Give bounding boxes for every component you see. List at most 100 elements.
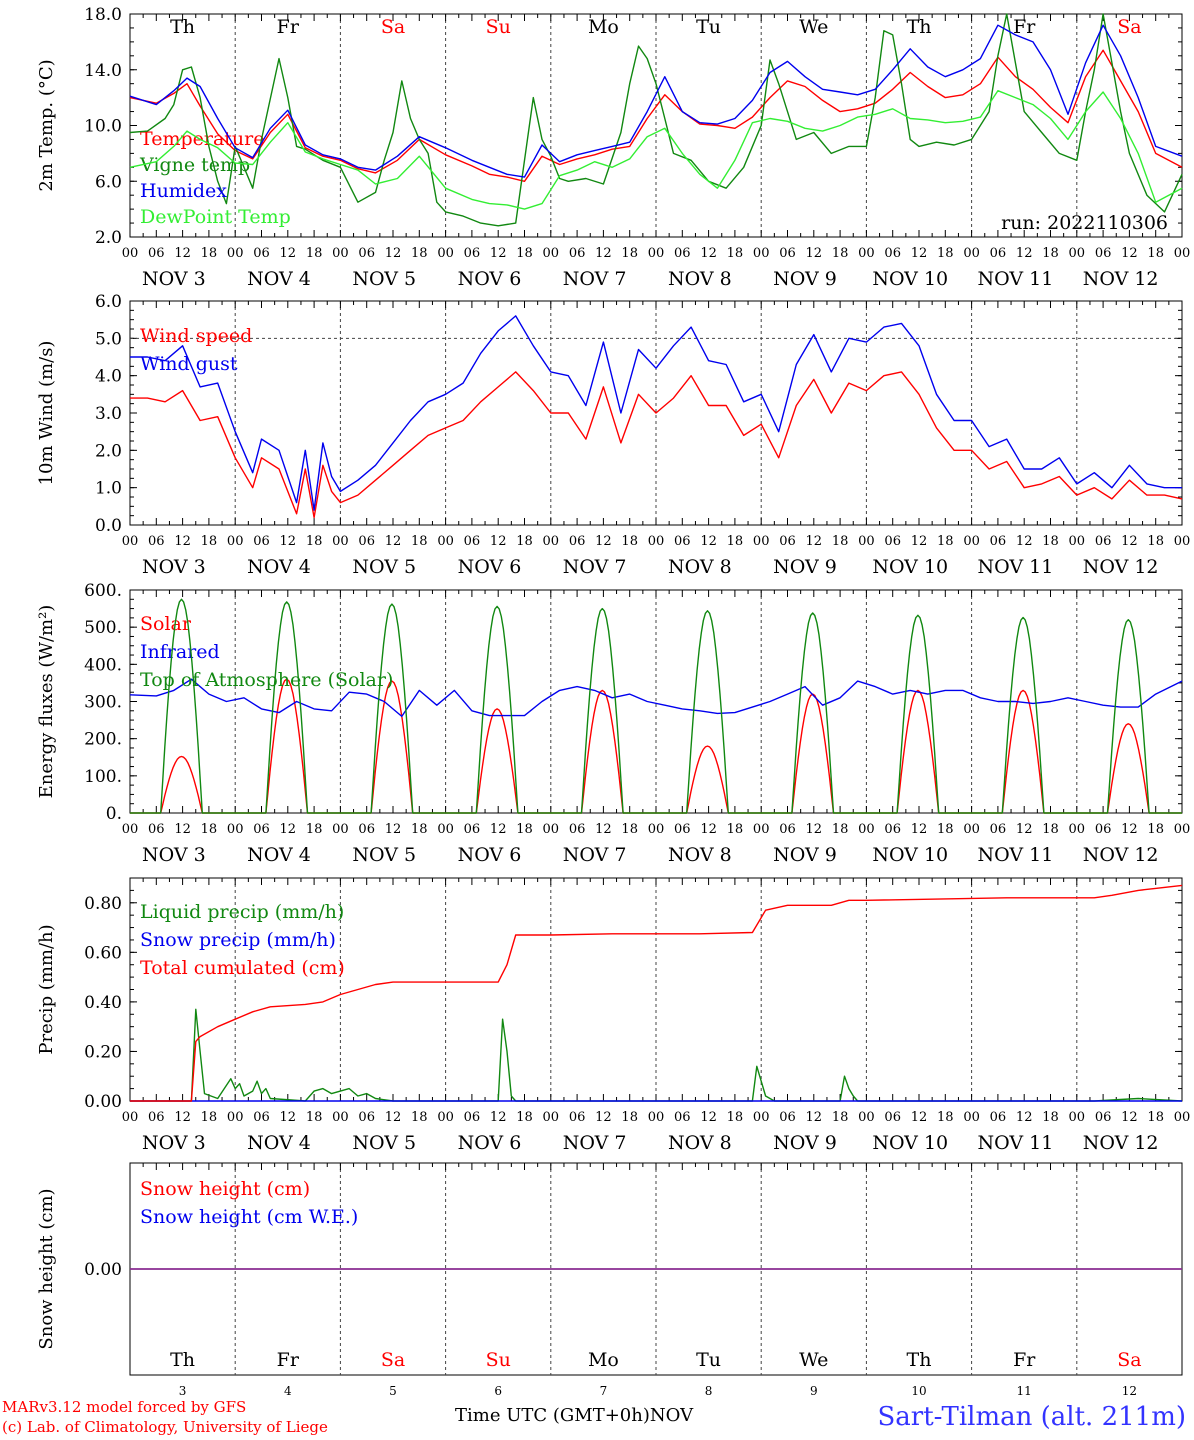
hour-label: 18 [411, 822, 428, 837]
hour-label: 18 [306, 822, 323, 837]
hour-label: 00 [753, 534, 770, 549]
hour-label: 18 [1147, 822, 1164, 837]
y-tick-label: 3.0 [95, 404, 122, 424]
hour-label: 00 [858, 1110, 875, 1125]
date-label: NOV 11 [978, 268, 1054, 290]
hour-label: 00 [1174, 1110, 1191, 1125]
y-axis-label: 2m Temp. (°C) [36, 59, 57, 191]
date-label: NOV 3 [142, 556, 206, 578]
y-tick-label: 0.40 [84, 993, 122, 1013]
hour-label: 06 [779, 1110, 796, 1125]
hour-label: 18 [306, 534, 323, 549]
date-label: NOV 12 [1083, 268, 1159, 290]
hour-label: 00 [332, 822, 349, 837]
lab-credit: (c) Lab. of Climatology, University of L… [2, 1418, 328, 1436]
hour-label: 18 [727, 246, 744, 261]
hour-label: 18 [1147, 534, 1164, 549]
date-label: NOV 6 [458, 1132, 522, 1154]
hour-label: 00 [122, 822, 139, 837]
hour-label: 06 [464, 1110, 481, 1125]
hour-label: 06 [253, 822, 270, 837]
day-abbr: Su [486, 16, 511, 38]
date-label: NOV 9 [773, 268, 837, 290]
panel-3: 0. 100. 200. 300. 400. 500. 600. Energy fluxes … [36, 581, 1190, 866]
hour-label: 12 [911, 246, 928, 261]
hour-label: 12 [280, 822, 297, 837]
hour-label: 00 [1069, 534, 1086, 549]
hour-label: 00 [227, 822, 244, 837]
date-label: NOV 7 [563, 1132, 627, 1154]
hour-label: 00 [543, 822, 560, 837]
date-label: NOV 10 [872, 556, 948, 578]
hour-label: 06 [569, 246, 586, 261]
legend-entry: DewPoint Temp [140, 206, 291, 228]
hour-label: 06 [358, 1110, 375, 1125]
series-line-wind-gust [130, 315, 1182, 511]
day-abbr: Th [170, 16, 195, 38]
hour-label: 00 [227, 1110, 244, 1125]
hour-label: 18 [832, 1110, 849, 1125]
hour-label: 18 [621, 246, 638, 261]
day-abbr: Sa [381, 1349, 405, 1371]
date-label: NOV 6 [458, 556, 522, 578]
date-label: NOV 10 [872, 844, 948, 866]
hour-label: 12 [1121, 246, 1138, 261]
day-number: 9 [810, 1384, 818, 1398]
y-tick-label: 0. [106, 804, 122, 824]
y-tick-label: 2.0 [95, 228, 122, 248]
hour-label: 06 [358, 534, 375, 549]
hour-label: 00 [122, 534, 139, 549]
hour-label: 00 [332, 246, 349, 261]
hour-label: 18 [1042, 534, 1059, 549]
day-number: 7 [600, 1384, 608, 1398]
day-abbr: Th [907, 16, 932, 38]
date-label: NOV 8 [668, 268, 732, 290]
legend-entry: Vigne temp [139, 154, 250, 176]
hour-label: 06 [464, 822, 481, 837]
y-axis-label: Precip (mm/h) [36, 924, 57, 1054]
day-number: 10 [911, 1384, 926, 1398]
hour-label: 12 [385, 246, 402, 261]
hour-label: 06 [884, 1110, 901, 1125]
date-label: NOV 11 [978, 844, 1054, 866]
legend-entry: Humidex [140, 180, 227, 202]
hour-label: 00 [1174, 822, 1191, 837]
y-tick-label: 18.0 [84, 5, 122, 25]
hour-label: 18 [1042, 822, 1059, 837]
legend-entry: Infrared [140, 641, 220, 663]
month-label: NOV [649, 1405, 694, 1426]
day-abbr: Th [170, 1349, 195, 1371]
hour-label: 00 [543, 246, 560, 261]
hour-label: 18 [727, 822, 744, 837]
legend-entry: Solar [140, 613, 192, 635]
y-tick-label: 500. [84, 618, 122, 638]
hour-label: 06 [464, 534, 481, 549]
hour-label: 06 [358, 822, 375, 837]
day-abbr: We [799, 1349, 828, 1371]
hour-label: 06 [148, 246, 165, 261]
date-label: NOV 7 [563, 556, 627, 578]
hour-label: 06 [358, 246, 375, 261]
hour-label: 18 [937, 246, 954, 261]
y-tick-label: 400. [84, 655, 122, 675]
day-abbr: Fr [277, 16, 300, 38]
date-label: NOV 9 [773, 556, 837, 578]
day-abbr: Sa [1117, 16, 1141, 38]
hour-label: 00 [753, 822, 770, 837]
hour-label: 00 [332, 534, 349, 549]
hour-label: 00 [1174, 534, 1191, 549]
hour-label: 00 [753, 246, 770, 261]
hour-label: 00 [543, 534, 560, 549]
hour-label: 18 [201, 822, 218, 837]
hour-label: 12 [1016, 246, 1033, 261]
hour-label: 06 [253, 1110, 270, 1125]
hour-label: 06 [674, 1110, 691, 1125]
hour-label: 06 [990, 1110, 1007, 1125]
date-label: NOV 10 [872, 268, 948, 290]
hour-label: 00 [648, 822, 665, 837]
hour-label: 18 [306, 246, 323, 261]
hour-label: 12 [911, 534, 928, 549]
day-abbr: Fr [277, 1349, 300, 1371]
hour-label: 12 [700, 822, 717, 837]
hour-label: 06 [253, 534, 270, 549]
